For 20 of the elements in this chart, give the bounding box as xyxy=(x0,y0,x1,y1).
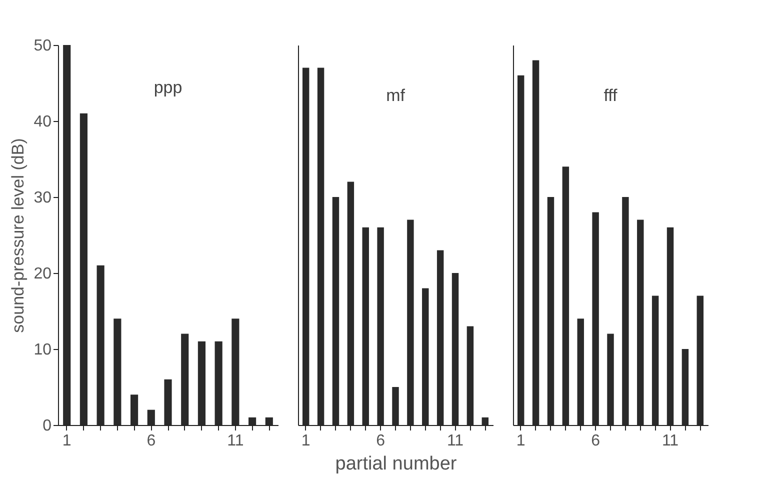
x-tick-label: 11 xyxy=(227,432,244,450)
y-tick-label: 30 xyxy=(34,190,52,206)
y-axis-title: sound-pressure level (dB) xyxy=(8,138,28,333)
x-tick-label: 6 xyxy=(376,432,386,450)
y-tick-label: 20 xyxy=(34,266,52,282)
text: mf xyxy=(386,86,406,105)
x-tick-label: 6 xyxy=(146,432,156,450)
x-tick-label: 1 xyxy=(516,432,526,450)
text: ppp xyxy=(154,78,182,97)
x-tick-label: 1 xyxy=(62,432,72,450)
x-tick-label: 11 xyxy=(446,432,464,450)
y-tick-label: 0 xyxy=(42,418,52,434)
x-axis-title: partial number xyxy=(335,454,458,474)
y-tick-label: 50 xyxy=(34,38,52,54)
y-tick-label: 10 xyxy=(34,342,52,358)
x-tick-label: 11 xyxy=(662,432,679,450)
x-tick-label: 1 xyxy=(301,432,310,450)
y-tick-label: 40 xyxy=(34,114,52,130)
x-tick-label: 6 xyxy=(591,432,600,450)
text: fff xyxy=(604,86,618,105)
